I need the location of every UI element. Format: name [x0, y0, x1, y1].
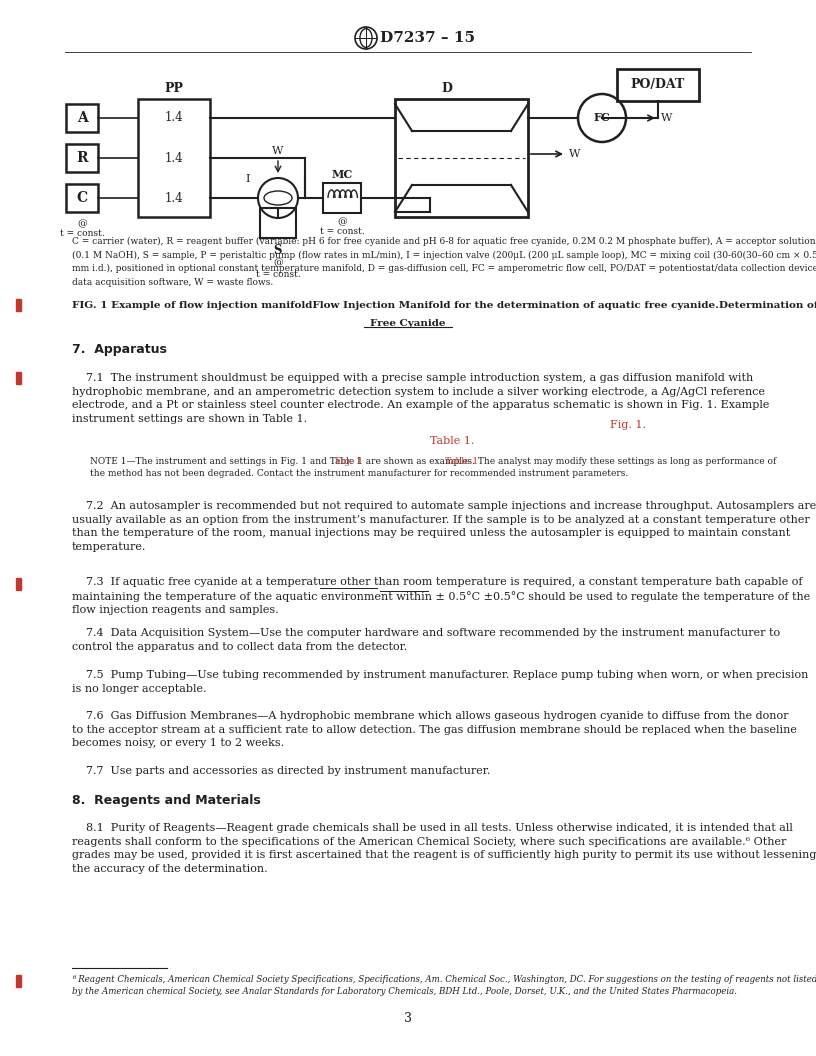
Text: PP: PP — [165, 82, 184, 95]
Text: 7.2  An autosampler is recommended but not required to automate sample injection: 7.2 An autosampler is recommended but no… — [72, 501, 816, 552]
Text: 7.3  If aquatic free cyanide at a temperature other than room temperature is req: 7.3 If aquatic free cyanide at a tempera… — [72, 577, 810, 616]
Text: W: W — [273, 146, 284, 156]
Text: 8.1  Purity of Reagents—Reagent grade chemicals shall be used in all tests. Unle: 8.1 Purity of Reagents—Reagent grade che… — [72, 823, 816, 873]
Text: 7.6  Gas Diffusion Membranes—A hydrophobic membrane which allows gaseous hydroge: 7.6 Gas Diffusion Membranes—A hydrophobi… — [72, 711, 797, 749]
Text: 3: 3 — [404, 1012, 412, 1024]
Text: 1.4: 1.4 — [165, 112, 184, 125]
Text: S: S — [273, 244, 282, 257]
Circle shape — [578, 94, 626, 142]
Bar — [66, 184, 98, 212]
Text: MC: MC — [331, 169, 353, 180]
Text: W: W — [661, 113, 672, 122]
Bar — [323, 183, 361, 213]
Text: t = const.: t = const. — [320, 227, 365, 235]
Text: 8.  Reagents and Materials: 8. Reagents and Materials — [72, 794, 261, 807]
Text: A: A — [77, 111, 87, 125]
Bar — [138, 99, 210, 216]
Text: C: C — [77, 191, 87, 205]
Bar — [16, 578, 21, 590]
Text: mm i.d.), positioned in optional constant temperature manifold, D = gas-diffusio: mm i.d.), positioned in optional constan… — [72, 264, 816, 274]
Text: Table 1: Table 1 — [445, 457, 478, 466]
Text: 7.7  Use parts and accessories as directed by instrument manufacturer.: 7.7 Use parts and accessories as directe… — [72, 766, 490, 776]
Text: 7.  Apparatus: 7. Apparatus — [72, 343, 167, 356]
Text: I: I — [246, 174, 250, 184]
Text: Free Cyanide: Free Cyanide — [370, 319, 446, 327]
Text: @: @ — [273, 258, 283, 267]
Text: W: W — [569, 149, 580, 159]
Bar — [66, 144, 98, 172]
Text: @: @ — [337, 216, 347, 226]
Text: ⁶ Reagent Chemicals, American Chemical Society Specifications, Specifications, A: ⁶ Reagent Chemicals, American Chemical S… — [72, 975, 816, 996]
Bar — [16, 299, 21, 312]
Text: @: @ — [77, 219, 87, 228]
Text: D: D — [441, 82, 452, 95]
Bar — [66, 103, 98, 132]
Text: (0.1 M NaOH), S = sample, P = peristaltic pump (flow rates in mL/min), I = injec: (0.1 M NaOH), S = sample, P = peristalti… — [72, 250, 816, 260]
Bar — [617, 69, 699, 101]
Text: Fig. 1: Fig. 1 — [335, 457, 361, 466]
Text: Fig. 1.: Fig. 1. — [610, 420, 646, 431]
Text: NOTE 1—The instrument and settings in Fig. 1 and Table 1 are shown as examples. : NOTE 1—The instrument and settings in Fi… — [90, 457, 776, 477]
Text: PO/DAT: PO/DAT — [631, 78, 685, 92]
Bar — [16, 975, 21, 987]
Text: t = const.: t = const. — [60, 229, 104, 238]
Text: 7.4  Data Acquisition System—Use the computer hardware and software recommended : 7.4 Data Acquisition System—Use the comp… — [72, 628, 780, 652]
Text: R: R — [76, 151, 88, 165]
Bar — [16, 372, 21, 384]
Text: t = const.: t = const. — [255, 270, 300, 279]
Text: 1.4: 1.4 — [165, 151, 184, 165]
Text: Table 1.: Table 1. — [430, 436, 474, 447]
Text: 7.1  The instrument shouldmust be equipped with a precise sample introduction sy: 7.1 The instrument shouldmust be equippe… — [72, 373, 769, 423]
Text: C = carrier (water), R = reagent buffer (variable: pH 6 for free cyanide and pH : C = carrier (water), R = reagent buffer … — [72, 237, 816, 246]
Text: D7237 – 15: D7237 – 15 — [380, 31, 475, 45]
Text: 1.4: 1.4 — [165, 191, 184, 205]
Text: FC: FC — [593, 113, 610, 124]
Bar — [260, 208, 296, 238]
Circle shape — [258, 178, 298, 218]
Bar — [395, 99, 528, 216]
Text: data acquisition software, W = waste flows.: data acquisition software, W = waste flo… — [72, 278, 273, 286]
Text: FIG. 1 Example of flow injection manifoldFlow Injection Manifold for the determi: FIG. 1 Example of flow injection manifol… — [72, 301, 816, 310]
Ellipse shape — [264, 191, 292, 205]
Text: 7.5  Pump Tubing—Use tubing recommended by instrument manufacturer. Replace pump: 7.5 Pump Tubing—Use tubing recommended b… — [72, 670, 809, 694]
